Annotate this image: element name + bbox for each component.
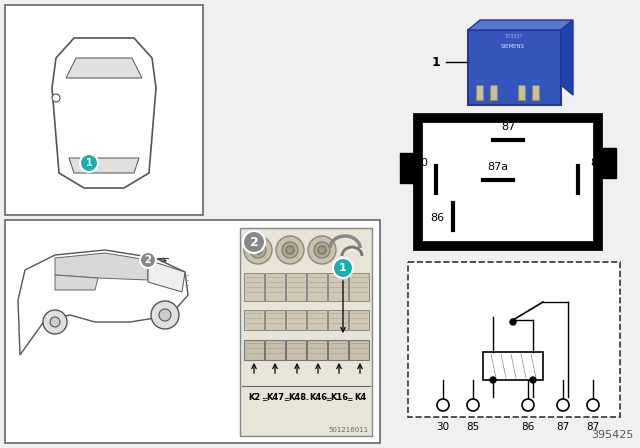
Circle shape — [254, 246, 262, 254]
Text: 85: 85 — [467, 422, 479, 432]
Bar — [328, 340, 348, 360]
Text: K48: K48 — [288, 393, 306, 402]
Text: =: = — [283, 395, 289, 404]
Text: K46: K46 — [309, 393, 327, 402]
Text: -: - — [306, 395, 309, 404]
Bar — [265, 340, 285, 360]
Text: 2: 2 — [145, 255, 152, 265]
Bar — [307, 310, 327, 330]
Circle shape — [286, 246, 294, 254]
Bar — [307, 273, 327, 301]
Bar — [286, 310, 306, 330]
Circle shape — [522, 399, 534, 411]
Circle shape — [243, 231, 265, 253]
Text: 87a: 87a — [488, 162, 509, 172]
Text: SIEMENS: SIEMENS — [501, 44, 525, 49]
Bar — [598, 148, 616, 178]
Bar — [5, 5, 203, 215]
Circle shape — [587, 399, 599, 411]
Circle shape — [151, 301, 179, 329]
Text: 501216011: 501216011 — [329, 427, 369, 433]
Bar — [265, 310, 285, 330]
Circle shape — [467, 399, 479, 411]
Circle shape — [557, 399, 569, 411]
Bar — [532, 85, 539, 100]
Bar — [518, 85, 525, 100]
Circle shape — [52, 94, 60, 102]
Circle shape — [318, 246, 326, 254]
Text: =: = — [325, 395, 332, 404]
Circle shape — [333, 258, 353, 278]
Bar — [349, 340, 369, 360]
Text: 395425: 395425 — [591, 430, 634, 440]
Polygon shape — [561, 20, 573, 95]
Circle shape — [490, 377, 496, 383]
Polygon shape — [55, 253, 148, 280]
Polygon shape — [66, 58, 142, 78]
Bar — [240, 228, 372, 436]
Bar — [244, 310, 264, 330]
Bar — [468, 30, 561, 105]
Bar — [476, 85, 483, 100]
Polygon shape — [69, 158, 139, 173]
Text: =: = — [346, 395, 353, 404]
Bar — [349, 273, 369, 301]
Circle shape — [43, 310, 67, 334]
Bar — [244, 340, 264, 360]
Circle shape — [80, 154, 98, 172]
Bar — [286, 273, 306, 301]
Text: 1: 1 — [431, 56, 440, 69]
Text: 86: 86 — [430, 213, 444, 223]
Circle shape — [50, 317, 60, 327]
Bar — [265, 273, 285, 301]
Bar — [286, 340, 306, 360]
Polygon shape — [52, 38, 156, 188]
Text: T23337: T23337 — [504, 34, 522, 39]
Bar — [349, 310, 369, 330]
Bar — [307, 340, 327, 360]
Text: K47: K47 — [266, 393, 284, 402]
Polygon shape — [148, 260, 185, 292]
Polygon shape — [18, 250, 188, 355]
Circle shape — [510, 319, 516, 325]
Bar — [483, 352, 543, 380]
Text: K4: K4 — [354, 393, 366, 402]
Circle shape — [159, 309, 171, 321]
Bar — [490, 85, 497, 100]
Bar — [328, 273, 348, 301]
Text: 85: 85 — [590, 158, 604, 168]
Polygon shape — [55, 275, 98, 290]
Polygon shape — [468, 20, 573, 30]
Bar — [5, 220, 380, 443]
Text: K2: K2 — [248, 393, 260, 402]
Circle shape — [244, 236, 272, 264]
Circle shape — [530, 377, 536, 383]
Circle shape — [314, 242, 330, 258]
Circle shape — [276, 236, 304, 264]
Circle shape — [308, 236, 336, 264]
Text: 30: 30 — [436, 422, 449, 432]
Text: 30: 30 — [414, 158, 428, 168]
Text: 1: 1 — [86, 158, 92, 168]
Bar — [244, 273, 264, 301]
Text: 2: 2 — [250, 236, 259, 249]
Bar — [408, 262, 620, 417]
Text: 87: 87 — [501, 122, 515, 132]
Bar — [418, 118, 598, 246]
Bar — [328, 310, 348, 330]
Text: K16: K16 — [330, 393, 348, 402]
Text: 87: 87 — [586, 422, 600, 432]
Circle shape — [140, 252, 156, 268]
Circle shape — [437, 399, 449, 411]
Bar — [400, 153, 418, 183]
Circle shape — [250, 242, 266, 258]
Text: 87: 87 — [556, 422, 570, 432]
Text: 1: 1 — [339, 263, 347, 273]
Circle shape — [282, 242, 298, 258]
Text: 86: 86 — [522, 422, 534, 432]
Text: =: = — [261, 395, 268, 404]
